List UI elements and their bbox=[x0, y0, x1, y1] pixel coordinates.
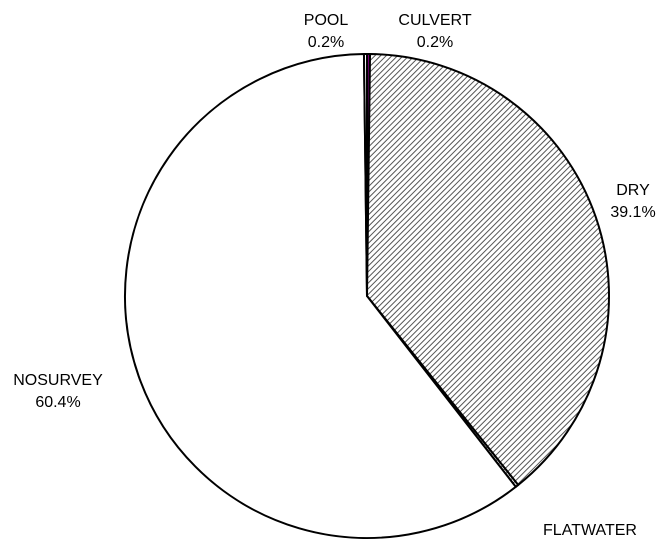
pie-slice bbox=[362, 53, 368, 297]
slice-label: POOL bbox=[304, 12, 349, 29]
pie-slice bbox=[366, 53, 610, 486]
slice-label: DRY bbox=[616, 182, 650, 199]
slice-value-label: 0.2% bbox=[417, 34, 453, 51]
slice-label: FLATWATER bbox=[543, 522, 637, 539]
slice-value-label: 0.2% bbox=[308, 34, 344, 51]
slice-value-label: 60.4% bbox=[35, 394, 80, 411]
slice-label: CULVERT bbox=[398, 12, 471, 29]
slice-value-label: 39.1% bbox=[610, 204, 655, 221]
pie-slice bbox=[124, 53, 517, 539]
slice-label: NOSURVEY bbox=[13, 372, 103, 389]
